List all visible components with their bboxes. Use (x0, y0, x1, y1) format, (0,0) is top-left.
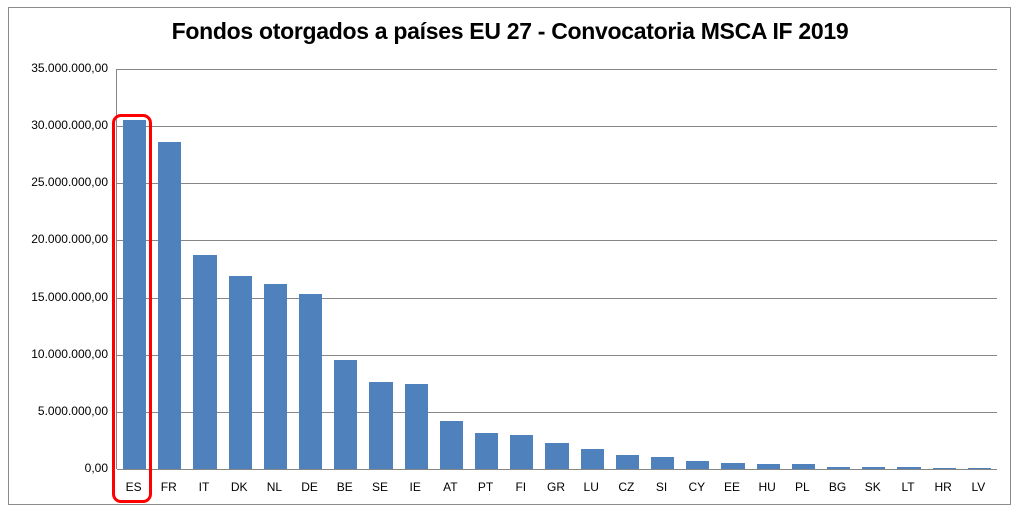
y-tick-label: 25.000.000,00 (31, 175, 108, 190)
bar-dk (228, 275, 252, 469)
bar-hr (932, 467, 956, 469)
x-tick-label: HR (934, 480, 952, 494)
bar-lu (580, 449, 604, 469)
bar-si (651, 457, 675, 469)
x-tick-label: DK (230, 480, 248, 494)
y-tick-label: 15.000.000,00 (31, 289, 108, 304)
plot-area (116, 69, 997, 470)
gridline (117, 354, 997, 356)
x-tick-label: FI (515, 480, 527, 494)
x-tick-label: LV (971, 480, 986, 494)
x-tick-label: FR (160, 480, 177, 494)
bar-gr (545, 442, 569, 469)
bar-es (123, 120, 147, 469)
x-tick-label: IT (198, 480, 210, 494)
bar-hu (756, 463, 780, 469)
gridline (117, 297, 997, 299)
bar-sk (862, 466, 886, 469)
x-tick-label: LT (901, 480, 915, 494)
gridline (117, 240, 997, 242)
bar-cz (615, 454, 639, 469)
bar-pl (791, 463, 815, 469)
x-tick-label: SI (655, 480, 668, 494)
x-tick-label: HU (758, 480, 776, 494)
bar-ie (404, 384, 428, 469)
x-tick-label: SE (371, 480, 388, 494)
bar-be (334, 360, 358, 469)
gridline (117, 411, 997, 413)
highlight-box-es (112, 114, 152, 503)
gridline (117, 183, 997, 185)
y-tick-label: 30.000.000,00 (31, 118, 108, 133)
bar-it (193, 255, 217, 469)
bar-pt (475, 433, 499, 469)
bar-nl (263, 283, 287, 469)
x-tick-label: BE (336, 480, 353, 494)
bar-fi (510, 434, 534, 469)
x-tick-label: GR (547, 480, 565, 494)
chart-title: Fondos otorgados a países EU 27 - Convoc… (171, 18, 849, 44)
x-tick-label: AT (443, 480, 458, 494)
x-tick-label: CY (688, 480, 706, 494)
x-tick-label: CZ (618, 480, 635, 494)
y-tick-label: 5.000.000,00 (37, 403, 108, 418)
x-tick-label: DE (301, 480, 318, 494)
y-tick-label: 0,00 (84, 461, 108, 475)
x-tick-label: NL (266, 480, 283, 494)
x-axis-line (117, 469, 997, 470)
y-tick-label: 35.000.000,00 (31, 61, 108, 75)
bar-fr (158, 142, 182, 469)
x-tick-label: PT (477, 480, 494, 494)
bar-ee (721, 462, 745, 469)
bar-de (299, 294, 323, 469)
x-tick-label: EE (723, 480, 740, 494)
x-tick-label: SK (864, 480, 881, 494)
y-tick-label: 10.000.000,00 (31, 346, 108, 361)
x-tick-label: PL (795, 480, 810, 494)
gridline (117, 69, 997, 70)
bar-bg (827, 466, 851, 469)
x-tick-label: LU (583, 480, 599, 494)
y-tick-label: 20.000.000,00 (31, 232, 108, 247)
bar-lt (897, 466, 921, 469)
gridline (117, 126, 997, 128)
bar-lv (967, 467, 991, 469)
bar-se (369, 382, 393, 469)
x-tick-label: BG (828, 480, 847, 494)
bar-cy (686, 461, 710, 469)
bar-at (439, 421, 463, 469)
x-tick-label: IE (409, 480, 421, 494)
x-tick-label: ES (125, 480, 142, 494)
